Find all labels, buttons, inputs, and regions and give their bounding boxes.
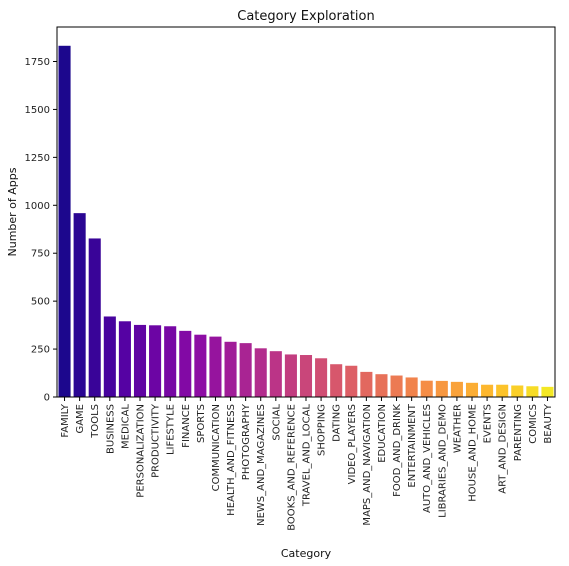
x-tick-label: PARENTING xyxy=(513,404,524,461)
bar-tools xyxy=(88,238,101,397)
bar-medical xyxy=(118,321,131,397)
x-tick-label: EDUCATION xyxy=(377,404,388,463)
bar-travel-and-local xyxy=(299,355,313,397)
x-tick-label: PHOTOGRAPHY xyxy=(241,403,252,480)
x-tick-label: SOCIAL xyxy=(271,404,282,441)
x-axis-label: Category xyxy=(281,547,332,560)
bar-shopping xyxy=(315,358,328,397)
bar-dating xyxy=(330,364,343,397)
x-tick-label: GAME xyxy=(75,404,86,434)
bar-social xyxy=(269,351,282,397)
bar-sports xyxy=(194,334,207,397)
plot-frame xyxy=(56,26,556,398)
bar-communication xyxy=(209,336,222,397)
bar-news-and-magazines xyxy=(254,348,267,397)
bar-photography xyxy=(239,343,252,397)
bar-personalization xyxy=(133,324,147,397)
x-tick-label: HEALTH_AND_FITNESS xyxy=(226,404,237,516)
x-tick-label: SHOPPING xyxy=(317,404,328,456)
y-tick-label: 1000 xyxy=(25,201,50,212)
bar-family xyxy=(58,45,71,397)
chart-title: Category Exploration xyxy=(237,9,374,24)
bar-finance xyxy=(179,330,192,397)
bar-weather xyxy=(450,381,463,397)
x-axis: FAMILY GAME TOOLS BUSINESS MEDICAL PERSONALIZ… xyxy=(60,397,554,531)
bar-art-and-design xyxy=(496,384,509,397)
y-tick-label: 250 xyxy=(31,345,50,356)
bar-beauty xyxy=(541,386,554,397)
bar-entertainment xyxy=(405,377,418,397)
x-tick-label: MAPS_AND_NAVIGATION xyxy=(362,404,373,526)
x-tick-label: AUTO_AND_VEHICLES xyxy=(422,404,433,513)
y-tick-label: 1750 xyxy=(25,57,50,68)
y-tick-label: 500 xyxy=(31,297,50,308)
x-tick-label: DATING xyxy=(332,404,343,442)
x-tick-label: BEAUTY xyxy=(543,403,554,443)
x-tick-label: SPORTS xyxy=(196,404,207,443)
bar-house-and-home xyxy=(465,382,479,397)
x-tick-label: ART_AND_DESIGN xyxy=(498,404,509,494)
x-tick-label: FOOD_AND_DRINK xyxy=(392,404,403,497)
x-tick-label: MEDICAL xyxy=(120,404,131,449)
x-tick-label: EVENTS xyxy=(483,404,494,443)
bar-game xyxy=(73,213,86,397)
bar-events xyxy=(481,384,494,397)
bar-education xyxy=(375,374,388,397)
x-tick-label: FINANCE xyxy=(181,404,192,448)
bar-health-and-fitness xyxy=(224,341,237,397)
bars-group xyxy=(58,45,554,397)
x-tick-label: WEATHER xyxy=(452,404,463,453)
x-tick-label: PRODUCTIVITY xyxy=(151,403,162,478)
x-tick-label: PERSONALIZATION xyxy=(136,404,147,498)
x-tick-label: COMMUNICATION xyxy=(211,404,222,491)
x-tick-label: NEWS_AND_MAGAZINES xyxy=(256,404,267,526)
x-tick-label: TOOLS xyxy=(90,404,101,439)
x-tick-label: LIFESTYLE xyxy=(166,404,177,455)
bar-parenting xyxy=(511,385,524,397)
y-tick-label: 0 xyxy=(44,393,50,404)
bar-auto-and-vehicles xyxy=(420,380,433,397)
y-tick-label: 750 xyxy=(31,249,50,260)
x-tick-label: HOUSE_AND_HOME xyxy=(468,404,479,502)
x-tick-label: BUSINESS xyxy=(105,404,116,454)
y-tick-label: 1500 xyxy=(25,105,50,116)
y-axis: 0 250 500 750 1000 1250 1500 1750 xyxy=(25,57,57,404)
bar-video-players xyxy=(345,365,358,397)
bar-lifestyle xyxy=(164,326,177,397)
x-tick-label: VIDEO_PLAYERS xyxy=(347,404,358,484)
x-tick-label: LIBRARIES_AND_DEMO xyxy=(437,404,448,518)
x-tick-label: BOOKS_AND_REFERENCE xyxy=(286,404,297,531)
bar-business xyxy=(103,316,116,397)
x-tick-label: FAMILY xyxy=(60,403,71,437)
bar-comics xyxy=(526,386,539,397)
x-tick-label: TRAVEL_AND_LOCAL xyxy=(302,404,313,508)
bar-libraries-and-demo xyxy=(435,380,448,397)
bar-maps-and-navigation xyxy=(360,371,373,397)
y-axis-label: Number of Apps xyxy=(6,167,19,256)
bar-food-and-drink xyxy=(390,375,403,397)
x-tick-label: COMICS xyxy=(528,404,539,444)
y-tick-label: 1250 xyxy=(25,153,50,164)
bar-books-and-reference xyxy=(284,354,297,397)
x-tick-label: ENTERTAINMENT xyxy=(407,403,418,487)
bar-productivity xyxy=(149,325,162,397)
